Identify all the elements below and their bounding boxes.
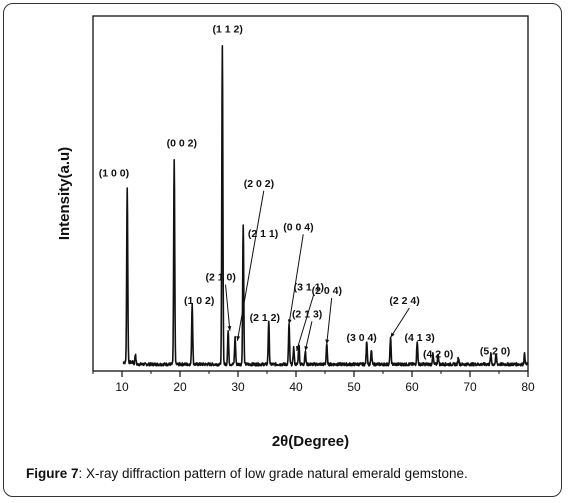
peak-label: (2 2 4) [389,295,419,307]
peak-label: (2 1 1) [248,228,278,240]
x-axis-label: 2θ(Degree) [272,433,349,450]
peak-arrow-line [390,307,410,338]
peak-arrow-line [326,297,333,345]
peak-arrow-head [304,345,309,351]
plot-area-border [92,15,529,372]
peak-arrow-line [288,234,304,325]
y-axis-label: Intensity(a.u) [56,147,73,240]
peak-arrow-head [296,345,300,351]
peak-label: (2 1 3) [292,308,322,320]
peak-label: (0 0 4) [283,221,313,233]
peak-arrow-head [227,326,232,331]
peak-label: (1 1 2) [212,24,242,36]
peak-arrow-line [304,321,313,352]
peak-label: (3 1 1) [294,282,324,294]
peak-label: (2 1 2) [250,312,280,324]
x-tick-label: 80 [521,380,535,394]
peak-arrow-line [236,190,265,341]
caption-label: Figure 7 [26,466,79,481]
figure-frame [3,3,562,497]
peak-label: (5 2 0) [480,345,510,357]
peak-label: (1 0 0) [99,168,129,180]
peak-arrow-line [296,294,315,352]
x-tick-label: 30 [231,380,245,394]
peak-label: (0 0 2) [167,138,197,150]
peak-label: (4 1 3) [404,332,434,344]
peak-label: (2 0 2) [244,178,274,190]
peak-arrow-line [225,284,231,331]
x-tick-label: 40 [289,380,303,394]
xrd-trace [122,45,529,367]
caption-text: : X-ray diffraction pattern of low grade… [78,466,468,481]
x-tick-label: 20 [173,380,187,394]
x-tick-label: 10 [115,380,129,394]
peak-arrow-head [236,335,241,341]
peak-label: (4 2 0) [423,349,453,361]
peak-label: (2 0 4) [312,285,342,297]
peak-label: (1 0 2) [184,295,214,307]
x-tick-label: 50 [347,380,361,394]
peak-arrow-head [390,332,395,338]
peak-arrow-head [325,339,330,345]
peak-arrow-head [287,319,292,325]
figure-caption: Figure 7: X-ray diffraction pattern of l… [26,466,468,481]
x-tick-label: 60 [405,380,419,394]
peak-label: (3 0 4) [346,332,376,344]
peak-label: (2 1 0) [206,272,236,284]
x-tick-label: 70 [463,380,477,394]
